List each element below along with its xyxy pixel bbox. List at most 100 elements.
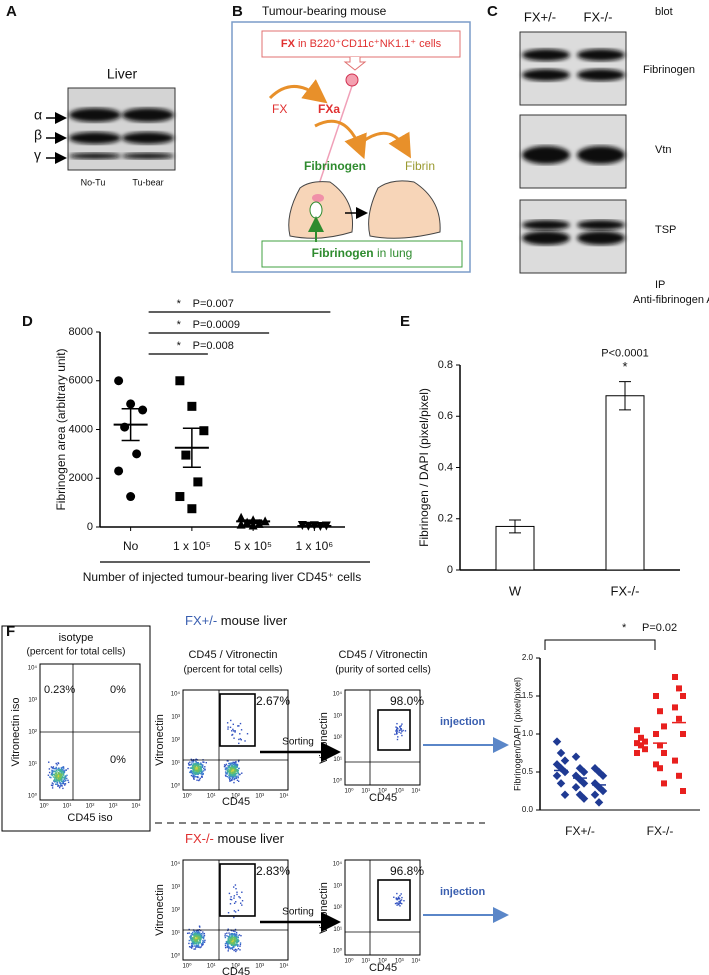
event-dot bbox=[233, 949, 235, 952]
event-dot bbox=[198, 925, 201, 927]
event-dot bbox=[399, 905, 401, 907]
data-point bbox=[680, 693, 686, 699]
event-dot bbox=[235, 887, 237, 890]
event-dot bbox=[201, 774, 203, 776]
cells-text: in B220⁺CD11c⁺NK1.1⁺ cells bbox=[295, 38, 442, 50]
event-dot bbox=[190, 935, 192, 937]
event-dot bbox=[203, 932, 206, 935]
event-dot bbox=[190, 946, 193, 948]
y-tick-label: 10⁴ bbox=[171, 861, 181, 868]
isotype-frame bbox=[1, 625, 151, 832]
event-dot bbox=[192, 761, 195, 763]
event-dot bbox=[234, 941, 237, 943]
event-dot bbox=[236, 949, 238, 951]
event-dot bbox=[228, 941, 231, 944]
event-dot bbox=[393, 896, 395, 898]
x-tick-label: No bbox=[123, 539, 139, 553]
event-dot bbox=[228, 942, 231, 945]
event-dot bbox=[58, 780, 61, 783]
blot-band bbox=[522, 231, 570, 245]
event-dot bbox=[56, 781, 59, 783]
panel-title: Tumour-bearing mouse bbox=[262, 4, 387, 18]
flow-plot bbox=[344, 859, 421, 956]
event-dot bbox=[195, 933, 198, 935]
event-dot bbox=[62, 771, 65, 774]
event-dot bbox=[192, 764, 194, 767]
event-dot bbox=[226, 946, 228, 948]
event-dot bbox=[193, 933, 195, 935]
event-dot bbox=[237, 948, 240, 950]
event-dot bbox=[192, 768, 194, 770]
event-dot bbox=[239, 897, 241, 899]
lane-label: FX+/- bbox=[524, 9, 556, 24]
event-dot bbox=[195, 935, 198, 937]
event-dot bbox=[189, 936, 191, 938]
event-dot bbox=[204, 768, 206, 770]
y-tick-label: 0 bbox=[87, 521, 93, 533]
clot bbox=[312, 194, 324, 202]
event-dot bbox=[236, 769, 238, 771]
event-dot bbox=[227, 726, 229, 728]
event-dot bbox=[394, 902, 397, 905]
event-dot bbox=[227, 944, 229, 946]
event-dot bbox=[241, 904, 243, 906]
event-dot bbox=[400, 893, 402, 895]
event-dot bbox=[236, 764, 239, 767]
data-point bbox=[661, 780, 667, 787]
event-dot bbox=[194, 937, 197, 940]
event-dot bbox=[231, 776, 234, 778]
significance-mark: * bbox=[177, 319, 182, 331]
event-dot bbox=[231, 779, 233, 781]
plot-subtitle: (purity of sorted cells) bbox=[335, 665, 431, 676]
y-tick-label: 10⁴ bbox=[333, 861, 343, 868]
event-dot bbox=[231, 762, 233, 764]
event-dot bbox=[197, 773, 199, 776]
injection-label: injection bbox=[440, 886, 486, 898]
protein-label: Vtn bbox=[655, 144, 672, 156]
event-dot bbox=[196, 942, 198, 945]
blot-band bbox=[122, 108, 174, 122]
event-dot bbox=[56, 776, 58, 778]
event-dot bbox=[50, 784, 53, 786]
x-tick-label: 10⁰ bbox=[344, 958, 354, 965]
event-dot bbox=[202, 765, 204, 767]
event-dot bbox=[54, 778, 56, 781]
event-dot bbox=[64, 777, 66, 779]
event-dot bbox=[194, 935, 197, 937]
event-dot bbox=[59, 774, 61, 776]
x-tick-label: 10⁰ bbox=[182, 793, 192, 800]
event-dot bbox=[202, 940, 205, 942]
event-dot bbox=[399, 727, 402, 730]
event-dot bbox=[239, 722, 242, 725]
event-dot bbox=[231, 934, 233, 937]
event-dot bbox=[61, 778, 63, 781]
x-axis-label: CD45 bbox=[222, 796, 250, 808]
event-dot bbox=[231, 767, 234, 770]
event-dot bbox=[53, 773, 55, 775]
event-dot bbox=[229, 777, 231, 779]
event-dot bbox=[236, 891, 238, 893]
x-tick-label: 10⁰ bbox=[344, 788, 354, 795]
lung-text: in lung bbox=[374, 246, 413, 260]
x-tick-label: 10³ bbox=[395, 959, 404, 965]
data-point bbox=[175, 492, 185, 502]
event-dot bbox=[233, 761, 235, 764]
event-dot bbox=[239, 949, 241, 951]
event-dot bbox=[231, 775, 234, 777]
event-dot bbox=[58, 770, 61, 772]
event-dot bbox=[224, 933, 226, 935]
event-dot bbox=[60, 778, 63, 780]
event-dot bbox=[197, 776, 199, 778]
event-dot bbox=[229, 778, 231, 781]
event-dot bbox=[199, 770, 202, 773]
sorting-label: Sorting bbox=[282, 907, 314, 918]
event-dot bbox=[237, 769, 239, 772]
x-tick-label: 10² bbox=[378, 959, 387, 965]
blot-band bbox=[69, 132, 121, 144]
event-dot bbox=[203, 941, 206, 943]
event-dot bbox=[234, 767, 237, 769]
event-dot bbox=[229, 768, 232, 770]
event-dot bbox=[234, 928, 237, 931]
event-dot bbox=[202, 933, 204, 935]
x-tick-label: 1 x 10⁶ bbox=[296, 539, 334, 553]
